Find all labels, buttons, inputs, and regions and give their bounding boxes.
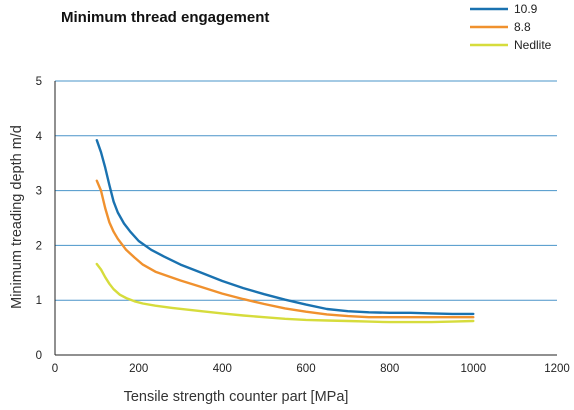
x-tick-label: 800 [380,363,399,375]
axes: 0 1 2 3 4 5 0 200 400 600 800 1000 1200 [36,76,570,375]
series-line-10-9 [95,139,475,316]
y-tick-label: 3 [36,186,42,198]
legend-label: 8.8 [514,20,531,34]
series-lines [95,139,475,324]
x-tick-label: 1000 [461,363,487,375]
legend: 10.9 8.8 Nedlite [470,2,552,52]
x-tick-label: 400 [213,363,232,375]
gridlines [55,80,557,301]
y-tick-label: 2 [36,240,42,252]
x-tick-label: 0 [52,363,58,375]
legend-label: 10.9 [514,2,538,16]
x-axis-label: Tensile strength counter part [MPa] [124,389,349,405]
x-tick-label: 200 [129,363,148,375]
legend-label: Nedlite [514,38,552,52]
y-tick-label: 4 [36,131,43,143]
y-axis-label: Minimum treading depth m/d [9,125,25,309]
series-line-8-8 [95,179,475,319]
x-tick-label: 1200 [544,363,570,375]
series-line-nedlite [95,262,475,324]
x-tick-label: 600 [296,363,315,375]
y-tick-label: 0 [36,350,42,362]
y-tick-label: 1 [36,295,42,307]
y-tick-label: 5 [36,76,42,88]
chart-title: Minimum thread engagement [61,9,269,26]
